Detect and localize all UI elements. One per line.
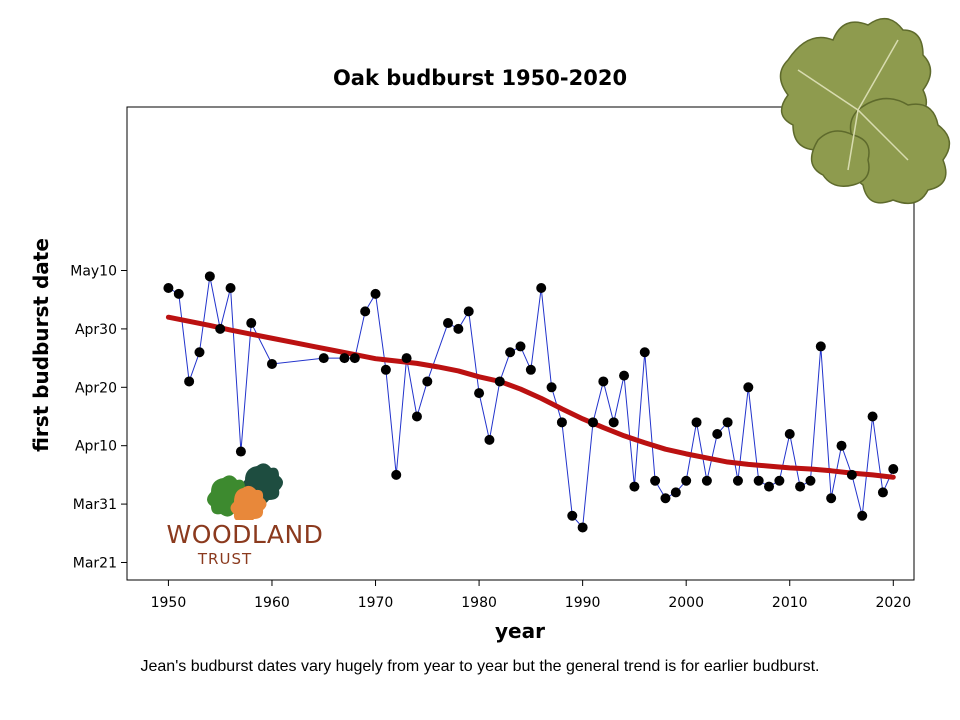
- data-point: [629, 481, 640, 492]
- data-point: [225, 283, 236, 294]
- data-point: [422, 376, 433, 387]
- data-point: [826, 493, 837, 504]
- data-point: [370, 288, 381, 299]
- data-point: [639, 347, 650, 358]
- data-point: [764, 481, 775, 492]
- data-point: [349, 353, 360, 364]
- data-point: [681, 475, 692, 486]
- logo-name: WOODLAND: [166, 520, 324, 549]
- data-point: [712, 429, 723, 440]
- data-point: [339, 353, 350, 364]
- data-point: [266, 358, 277, 369]
- x-tick-label: 2010: [772, 595, 808, 611]
- data-point: [318, 353, 329, 364]
- data-point: [784, 429, 795, 440]
- x-tick-label: 1970: [358, 595, 394, 611]
- data-point: [194, 347, 205, 358]
- data-point: [857, 510, 868, 521]
- data-point: [836, 440, 847, 451]
- y-tick-label: Apr10: [75, 439, 117, 455]
- data-point: [536, 283, 547, 294]
- plot-frame: [126, 106, 915, 581]
- data-point: [743, 382, 754, 393]
- data-point: [877, 487, 888, 498]
- data-point: [163, 283, 174, 294]
- y-tick-label: Apr30: [75, 322, 117, 338]
- data-point: [753, 475, 764, 486]
- data-point: [888, 464, 899, 475]
- x-tick-label: 2000: [668, 595, 704, 611]
- x-tick-label: 1980: [461, 595, 497, 611]
- x-axis: 1950 1960 1970 1980 1990 2000 2010 2020: [151, 580, 911, 611]
- data-point: [774, 475, 785, 486]
- x-tick-label: 1960: [254, 595, 290, 611]
- data-point: [494, 376, 505, 387]
- data-point: [567, 510, 578, 521]
- logo-subtitle: TRUST: [197, 550, 253, 568]
- y-tick-label: Apr20: [75, 380, 117, 396]
- data-point: [505, 347, 516, 358]
- data-point: [391, 469, 402, 480]
- data-point: [546, 382, 557, 393]
- data-point: [660, 493, 671, 504]
- x-tick-label: 2020: [875, 595, 911, 611]
- data-point: [867, 411, 878, 422]
- woodland-trust-logo: WOODLAND TRUST: [160, 462, 330, 572]
- data-point: [204, 271, 215, 282]
- data-point: [577, 522, 588, 533]
- data-point: [691, 417, 702, 428]
- data-point: [650, 475, 661, 486]
- data-point: [598, 376, 609, 387]
- trend-line: [165, 314, 896, 480]
- budburst-markers: [163, 271, 899, 533]
- y-tick-label: Mar31: [73, 497, 117, 513]
- data-point: [515, 341, 526, 352]
- data-point: [556, 417, 567, 428]
- x-tick-label: 1990: [565, 595, 601, 611]
- data-point: [380, 364, 391, 375]
- y-axis-label: first budburst date: [29, 238, 53, 452]
- data-point: [701, 475, 712, 486]
- data-point: [411, 411, 422, 422]
- chart-caption: Jean's budburst dates vary hugely from y…: [140, 658, 820, 675]
- y-axis: Mar21 Mar31 Apr10 Apr20 Apr30 May10: [70, 264, 127, 571]
- data-point: [670, 487, 681, 498]
- y-tick-label: Mar21: [73, 555, 117, 571]
- data-point: [173, 288, 184, 299]
- data-point: [619, 370, 630, 381]
- data-point: [732, 475, 743, 486]
- budburst-series-line: [168, 276, 894, 529]
- y-tick-label: May10: [70, 264, 117, 280]
- data-point: [235, 446, 246, 457]
- chart-title: Oak budburst 1950-2020: [333, 66, 627, 90]
- data-point: [815, 341, 826, 352]
- data-point: [401, 353, 412, 364]
- data-point: [215, 323, 226, 334]
- data-point: [463, 306, 474, 317]
- data-point: [474, 388, 485, 399]
- data-point: [805, 475, 816, 486]
- data-point: [795, 481, 806, 492]
- data-point: [484, 434, 495, 445]
- data-point: [608, 417, 619, 428]
- data-point: [722, 417, 733, 428]
- data-point: [443, 318, 454, 329]
- oak-leaves-photo: [758, 0, 960, 210]
- data-point: [246, 318, 257, 329]
- x-axis-label: year: [495, 619, 545, 643]
- oak-leaves-icon: [207, 463, 283, 520]
- data-point: [587, 417, 598, 428]
- data-point: [184, 376, 195, 387]
- data-point: [525, 364, 536, 375]
- data-point: [360, 306, 371, 317]
- x-tick-label: 1950: [151, 595, 187, 611]
- data-point: [846, 469, 857, 480]
- data-point: [453, 323, 464, 334]
